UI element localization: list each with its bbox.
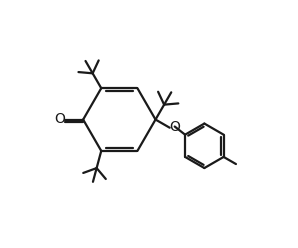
Text: O: O: [54, 112, 65, 126]
Text: O: O: [169, 120, 180, 133]
